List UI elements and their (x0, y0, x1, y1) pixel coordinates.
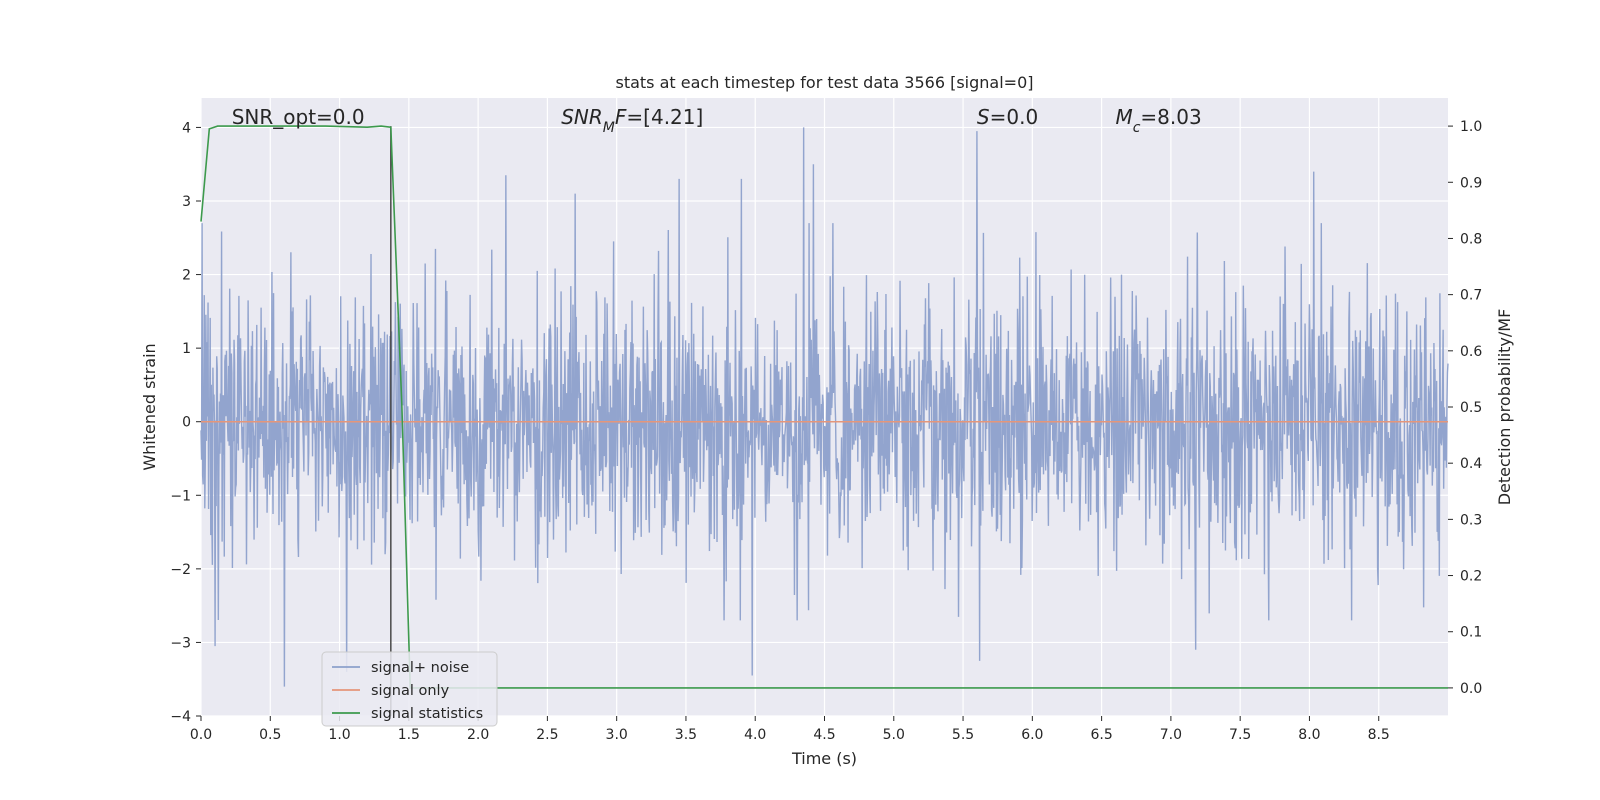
y-right-tick-label: 0.6 (1460, 344, 1482, 360)
x-tick-label: 4.0 (744, 727, 766, 743)
y-right-tick-label: 0.2 (1460, 569, 1482, 585)
x-tick-label: 5.5 (952, 727, 974, 743)
y-right-tick-label: 0.1 (1460, 625, 1482, 641)
y-left-tick-label: 4 (182, 120, 191, 136)
legend-entry: signal+ noise (371, 660, 469, 676)
y-right-tick-label: 0.3 (1460, 512, 1482, 528)
noise-series (200, 127, 1449, 687)
tick-labels: 0.0 0.5 1.0 1.5 2.0 2.5 3.0 3.5 4.0 4.5 5.0 5.5 6.0 6… (170, 119, 1482, 743)
x-tick-label: 6.5 (1090, 727, 1112, 743)
legend-entry: signal only (371, 683, 450, 699)
stat-annotation: SNR_opt=0.0 (232, 105, 365, 129)
series-signal-statistics (200, 125, 1448, 689)
y-right-tick-label: 0.8 (1460, 231, 1482, 247)
y-axis-label-right: Detection probability/MF (1495, 309, 1514, 506)
y-right-tick-label: 1.0 (1460, 119, 1482, 135)
annotations: SNR_opt=0.0 SNRMF=[4.21] S=0.0 Mc=8.03 (232, 105, 1202, 136)
chart-title: stats at each timestep for test data 356… (615, 73, 1033, 92)
x-tick-label: 8.0 (1298, 727, 1320, 743)
legend: signal+ noise signal only signal statistic… (321, 651, 498, 727)
x-tick-label: 7.0 (1160, 727, 1182, 743)
stat-annotation: SNRMF=[4.21] (561, 105, 703, 136)
x-tick-label: 3.0 (606, 727, 628, 743)
x-tick-label: 1.5 (398, 727, 420, 743)
x-tick-label: 5.0 (883, 727, 905, 743)
y-left-tick-label: −2 (170, 562, 191, 578)
x-tick-label: 8.5 (1368, 727, 1390, 743)
stat-annotation: S=0.0 (977, 105, 1038, 129)
x-tick-label: 7.5 (1229, 727, 1251, 743)
y-left-tick-label: −4 (170, 709, 191, 725)
y-left-tick-label: 2 (182, 268, 191, 284)
x-tick-label: 2.0 (467, 727, 489, 743)
x-tick-label: 0.5 (259, 727, 281, 743)
x-tick-label: 6.0 (1021, 727, 1043, 743)
y-right-tick-label: 0.0 (1460, 681, 1482, 697)
y-left-tick-label: −1 (170, 488, 191, 504)
y-right-tick-label: 0.9 (1460, 175, 1482, 191)
y-left-tick-label: 0 (182, 415, 191, 431)
y-right-tick-label: 0.7 (1460, 288, 1482, 304)
y-axis-label-left: Whitened strain (140, 343, 159, 470)
y-left-tick-label: 1 (182, 341, 191, 357)
line-series (200, 125, 1448, 716)
x-tick-label: 4.5 (813, 727, 835, 743)
y-right-tick-label: 0.5 (1460, 400, 1482, 416)
x-tick-label: 3.5 (675, 727, 697, 743)
stat-annotation: Mc=8.03 (1115, 105, 1201, 136)
x-tick-label: 1.0 (328, 727, 350, 743)
legend-entry: signal statistics (371, 706, 483, 722)
x-axis-label: Time (s) (791, 749, 857, 768)
legend-box (321, 651, 498, 727)
x-tick-label: 2.5 (536, 727, 558, 743)
y-left-tick-label: 3 (182, 194, 191, 210)
series-signal-plus-noise (200, 127, 1449, 687)
y-right-tick-label: 0.4 (1460, 456, 1482, 472)
x-tick-label: 0.0 (190, 727, 212, 743)
y-left-tick-label: −3 (170, 635, 191, 651)
